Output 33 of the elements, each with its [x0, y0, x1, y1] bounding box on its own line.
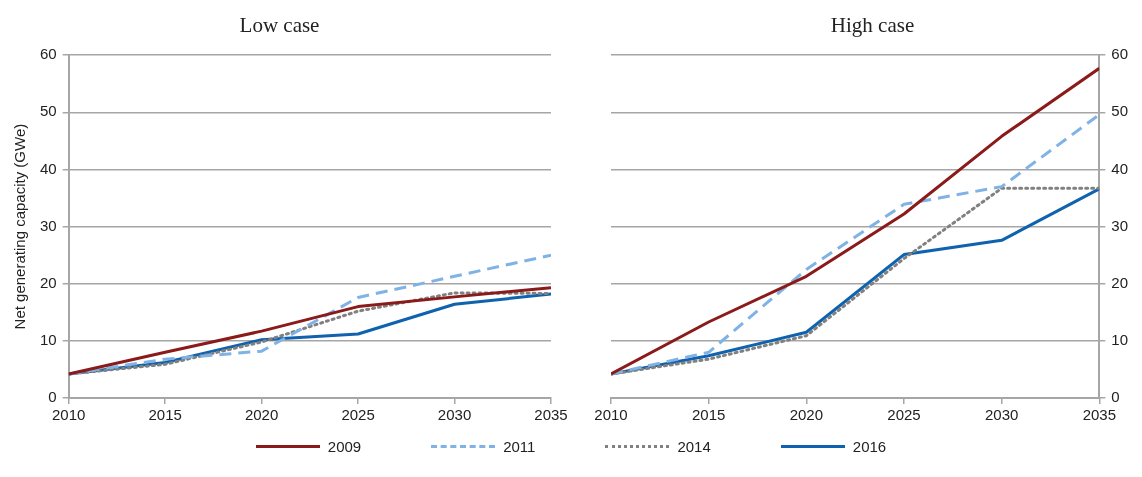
y-tick-label: 40	[1111, 159, 1128, 177]
y-tick-label: 30	[40, 216, 57, 234]
x-tick-label: 2035	[1082, 406, 1116, 424]
y-tick-label: 60	[1111, 45, 1128, 63]
y-tick-label: 20	[1111, 273, 1128, 291]
legend-label: 2014	[677, 438, 711, 455]
y-axis-title: Net generating capacity (GWe)	[11, 123, 29, 330]
x-tick-label: 2015	[148, 406, 182, 424]
x-tick-label: 2035	[534, 406, 568, 424]
y-tick-label: 30	[1111, 216, 1128, 234]
x-tick-label: 2020	[244, 406, 279, 424]
y-tick-label: 60	[40, 45, 57, 63]
x-tick-label: 2030	[984, 406, 1019, 424]
y-tick-label: 40	[40, 159, 57, 177]
y-tick-label: 50	[40, 102, 57, 120]
x-tick-label: 2015	[691, 406, 726, 424]
y-tick-label: 0	[1111, 388, 1120, 406]
x-tick-label: 2025	[341, 406, 375, 424]
y-tick-label: 0	[48, 388, 57, 406]
x-tick-label: 2010	[594, 406, 628, 424]
y-tick-label: 10	[1111, 331, 1128, 349]
legend-label: 2009	[327, 438, 362, 455]
chart-title: Low case	[239, 13, 320, 38]
legend-label: 2011	[503, 438, 536, 455]
x-tick-label: 2010	[52, 406, 86, 424]
y-tick-label: 10	[40, 331, 57, 349]
y-tick-label: 50	[1111, 102, 1128, 120]
legend-label: 2016	[852, 438, 887, 455]
y-tick-label: 20	[40, 273, 57, 291]
x-tick-label: 2030	[437, 406, 472, 424]
x-tick-label: 2025	[887, 406, 921, 424]
x-tick-label: 2020	[789, 406, 824, 424]
chart-title: High case	[830, 13, 915, 38]
